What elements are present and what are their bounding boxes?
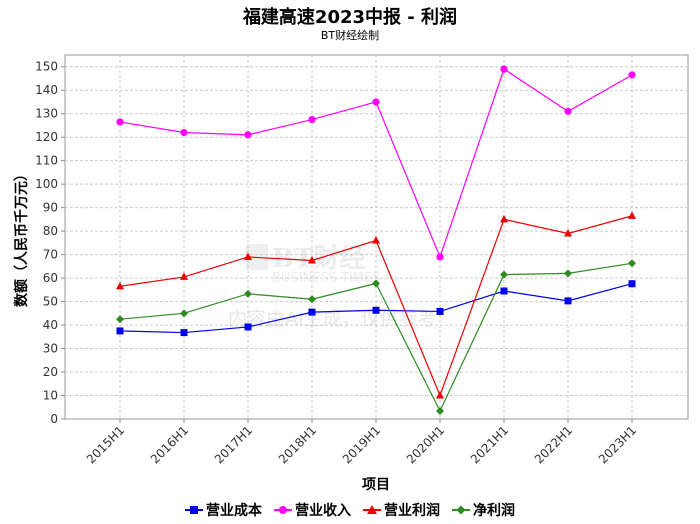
data-point: [628, 280, 636, 288]
data-point: [308, 115, 316, 124]
legend-item: 营业收入: [274, 500, 351, 520]
y-tick-label: 50: [43, 295, 58, 309]
data-point: [372, 306, 380, 314]
data-point: [116, 327, 124, 335]
data-point: [244, 289, 252, 298]
data-point: [628, 211, 636, 219]
series-layer: [116, 65, 636, 416]
data-point: [564, 107, 572, 115]
legend-item: 营业利润: [363, 500, 440, 520]
data-point: [564, 297, 572, 305]
y-axis-ticks: 0 10 20 30 40 50 60 70 80 90 100 110 120 130 140 150: [35, 60, 65, 426]
y-axis-title: 数额（人民币千万元）: [13, 167, 30, 307]
data-point: [308, 255, 316, 264]
x-tick-label: 2022H1: [532, 423, 575, 466]
data-point: [372, 279, 380, 288]
legend-label: 营业收入: [295, 503, 351, 519]
series-2: [116, 211, 636, 399]
chart-legend: 营业成本 营业收入 营业利润 净利润: [0, 500, 700, 520]
data-point: [116, 118, 124, 126]
y-tick-label: 30: [43, 342, 58, 356]
data-point: [244, 252, 252, 260]
legend-label: 营业成本: [206, 503, 262, 519]
x-tick-label: 2015H1: [84, 423, 127, 466]
data-point: [244, 323, 252, 331]
y-tick-label: 100: [35, 177, 58, 191]
legend-item: 营业成本: [185, 500, 262, 520]
data-point: [372, 236, 380, 244]
y-tick-label: 90: [43, 201, 58, 215]
chart-subtitle: BT财经绘制: [320, 29, 380, 42]
data-point: [116, 281, 124, 290]
data-point: [180, 329, 188, 337]
data-point: [244, 131, 252, 139]
data-point: [436, 307, 444, 315]
data-point: [564, 228, 572, 237]
y-tick-label: 10: [43, 389, 58, 403]
x-tick-label: 2019H1: [340, 423, 383, 466]
data-point: [628, 71, 636, 79]
y-tick-label: 20: [43, 365, 58, 379]
x-tick-label: 2017H1: [212, 423, 255, 466]
data-point: [308, 295, 316, 304]
grid-lines: [65, 55, 688, 419]
legend-marker-icon: [452, 504, 470, 516]
data-point: [436, 253, 444, 261]
data-point: [180, 309, 188, 318]
data-point: [628, 259, 636, 268]
data-point: [436, 407, 444, 416]
x-tick-label: 2018H1: [276, 423, 319, 466]
legend-marker-icon: [185, 504, 203, 516]
y-tick-label: 70: [43, 248, 58, 262]
series-0: [116, 280, 636, 337]
data-point: [372, 98, 380, 106]
y-tick-label: 120: [35, 130, 58, 144]
legend-marker-icon: [363, 504, 381, 516]
y-tick-label: 60: [43, 271, 58, 285]
chart-title: 福建高速2023中报 - 利润: [242, 7, 458, 28]
legend-item: 净利润: [452, 500, 515, 520]
data-point: [500, 65, 508, 73]
x-axis-ticks: 2015H1 2016H1 2017H1 2018H1 2019H1 2020H1 2021…: [84, 419, 639, 466]
data-point: [500, 270, 508, 279]
legend-label: 净利润: [473, 503, 515, 519]
x-axis-title: 项目: [362, 477, 390, 493]
x-tick-label: 2016H1: [148, 423, 191, 466]
data-point: [436, 391, 444, 399]
series-1: [116, 65, 636, 261]
y-tick-label: 130: [35, 107, 58, 121]
data-point: [180, 272, 188, 280]
legend-label: 营业利润: [384, 503, 440, 519]
x-tick-label: 2020H1: [404, 423, 447, 466]
data-point: [500, 287, 508, 295]
y-tick-label: 40: [43, 318, 58, 332]
x-tick-label: 2021H1: [468, 423, 511, 466]
watermark-notice: 内容由AI生成，仅供参考: [228, 308, 437, 330]
data-point: [500, 214, 508, 223]
data-point: [308, 308, 316, 316]
x-tick-label: 2023H1: [596, 423, 639, 466]
legend-marker-icon: [274, 504, 292, 516]
y-tick-label: 140: [35, 83, 58, 97]
y-tick-label: 150: [35, 60, 58, 74]
data-point: [564, 269, 572, 278]
series-3: [116, 259, 636, 416]
y-tick-label: 80: [43, 224, 58, 238]
y-tick-label: 110: [35, 154, 58, 168]
data-point: [180, 128, 188, 137]
data-point: [116, 315, 124, 324]
y-tick-label: 0: [50, 412, 58, 426]
watermark-brand-en: BUSINESS TIMES: [272, 271, 381, 286]
